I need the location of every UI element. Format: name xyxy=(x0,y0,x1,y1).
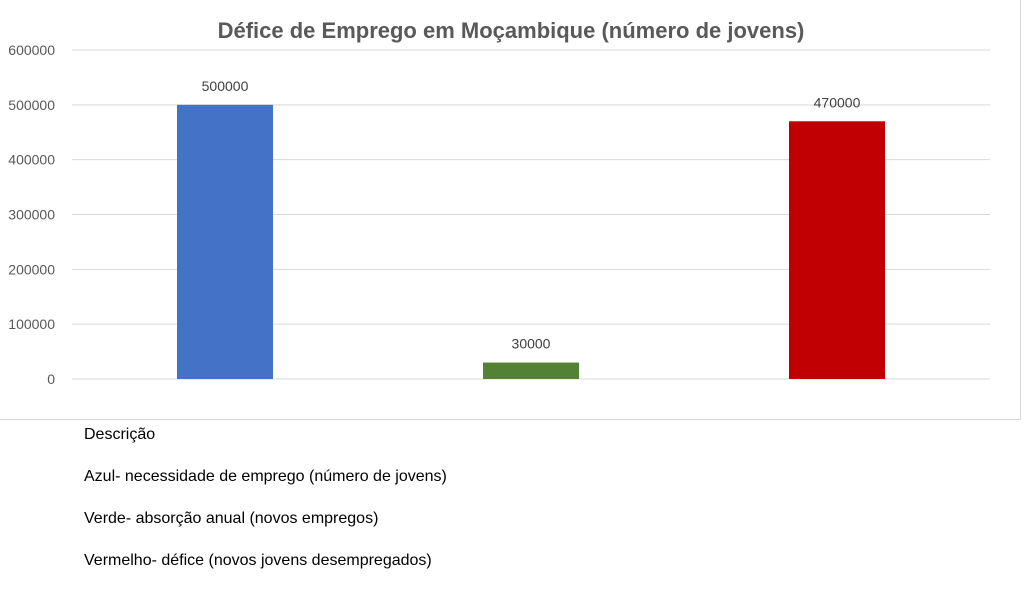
chart-area: Défice de Emprego em Moçambique (número … xyxy=(0,0,1021,420)
bar xyxy=(789,121,885,380)
y-tick-label: 200000 xyxy=(8,261,55,277)
bars xyxy=(177,104,885,380)
bar-chart: Défice de Emprego em Moçambique (número … xyxy=(8,18,990,387)
data-label: 30000 xyxy=(512,336,551,352)
description-heading: Descrição xyxy=(84,426,156,443)
description-line-blue: Azul- necessidade de emprego (número de … xyxy=(84,468,447,485)
y-tick-label: 0 xyxy=(47,371,55,387)
y-tick-label: 600000 xyxy=(8,42,55,58)
bar xyxy=(177,104,273,379)
y-tick-label: 100000 xyxy=(8,316,55,332)
y-tick-label: 300000 xyxy=(8,207,55,223)
y-tick-label: 500000 xyxy=(8,97,55,113)
description-line-red: Vermelho- défice (novos jovens desempreg… xyxy=(84,552,432,569)
data-labels: 500000 30000 470000 xyxy=(202,78,861,352)
y-tick-label: 400000 xyxy=(8,152,55,168)
chart-title: Défice de Emprego em Moçambique (número … xyxy=(218,18,805,43)
bar xyxy=(483,362,579,379)
description-block: Descrição Azul- necessidade de emprego (… xyxy=(84,424,447,592)
data-label: 500000 xyxy=(202,78,249,94)
description-line-green: Verde- absorção anual (novos empregos) xyxy=(84,510,379,527)
y-axis: 0 100000 200000 300000 400000 500000 600000 xyxy=(8,42,55,387)
data-label: 470000 xyxy=(814,94,861,110)
